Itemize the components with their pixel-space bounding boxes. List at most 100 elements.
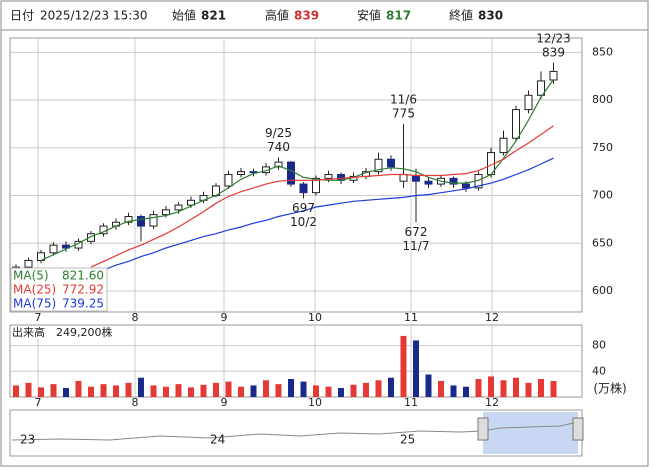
date-label: 日付 (10, 9, 34, 23)
candle-body (162, 209, 170, 216)
annotation-date: 12/23 (536, 31, 571, 45)
open-label: 始値 (172, 8, 196, 23)
volume-bar (438, 380, 444, 397)
candle-body (37, 252, 45, 261)
candle-body (549, 70, 558, 81)
high: 839 (294, 9, 319, 23)
candle-body (499, 137, 508, 154)
candle-body (62, 244, 70, 249)
volume-bar (488, 376, 494, 397)
y-tick-label: 650 (592, 236, 613, 249)
volume-panel (9, 324, 583, 398)
annotation-value: 697 (292, 201, 315, 215)
volume-bar (338, 388, 344, 397)
volume-unit: (万株) (593, 381, 626, 396)
volume-bar (325, 386, 332, 397)
navigator-handle[interactable] (572, 417, 584, 441)
candle-body (512, 109, 520, 139)
candle-body (149, 214, 158, 227)
candle-body (124, 216, 133, 223)
x-tick-label: 7 (35, 311, 42, 324)
volume-bar (125, 382, 132, 397)
price-panel (9, 37, 583, 313)
annotation-value: 839 (542, 45, 565, 59)
volume-bar (400, 335, 407, 397)
volume-bar (63, 388, 69, 397)
x-tick-label: 7 (35, 396, 42, 409)
x-tick-label: 12 (485, 311, 499, 324)
candle-body (237, 171, 245, 176)
legend-name: MA(75) (13, 297, 56, 311)
candle-body (249, 171, 258, 174)
volume-bar (413, 340, 419, 397)
annotation-value: 775 (392, 106, 415, 120)
candle-body (24, 259, 33, 268)
volume-bar (100, 384, 107, 397)
annotation-date: 10/2 (290, 215, 317, 229)
candle-body (174, 204, 183, 211)
navigator-window[interactable] (483, 412, 578, 454)
candle-body (187, 199, 195, 206)
volume-bar (425, 374, 432, 397)
candle-body (387, 158, 395, 168)
volume-bar (213, 382, 219, 397)
x-tick-label: 9 (221, 311, 228, 324)
volume-bar (238, 386, 244, 397)
ma-line (40, 79, 554, 261)
navigator-label: 25 (400, 433, 415, 447)
volume-bar (463, 386, 469, 397)
candle-body (87, 233, 95, 242)
legend-value: 739.25 (62, 297, 104, 311)
candle-body (537, 80, 545, 96)
y-tick-label: 850 (592, 45, 613, 58)
volume-bar (550, 380, 557, 397)
annotation-date: 9/25 (265, 126, 292, 140)
volume-bar (163, 386, 169, 397)
legend-value: 772.92 (62, 283, 104, 297)
annotation-date: 11/7 (403, 239, 430, 253)
candle-body (299, 183, 308, 194)
volume-bar (513, 377, 519, 397)
close: 830 (478, 9, 503, 23)
y-tick-label: 600 (592, 284, 613, 297)
candle-body (224, 174, 233, 187)
x-tick-label: 10 (308, 311, 322, 324)
volume-bar (38, 387, 44, 397)
legend-name: MA(5) (13, 269, 49, 283)
y-tick-label: 800 (592, 93, 613, 106)
volume-bar (350, 384, 357, 397)
volume-bar (88, 386, 94, 397)
candle-body (312, 177, 320, 194)
volume-bar (375, 380, 382, 397)
volume-bar (263, 380, 269, 397)
legend (10, 267, 108, 312)
volume-bar (75, 380, 82, 397)
volume-bar (175, 384, 182, 397)
volume-bar (188, 387, 194, 397)
low-label: 安値 (357, 8, 381, 23)
volume-bar (275, 384, 282, 397)
x-tick-label: 8 (132, 396, 139, 409)
legend-value: 821.60 (62, 269, 104, 283)
candle-body (324, 174, 333, 179)
annotation-value: 740 (267, 140, 290, 154)
ma-line (103, 157, 554, 271)
x-tick-label: 10 (308, 396, 322, 409)
volume-bar (288, 379, 294, 397)
x-tick-label: 12 (485, 396, 499, 409)
navigator-handle[interactable] (477, 417, 489, 441)
candle-body (399, 174, 408, 182)
volume-bar (388, 377, 394, 397)
close-label: 終値 (449, 8, 473, 23)
volume-bar (363, 382, 369, 397)
volume-bar (200, 384, 207, 397)
volume-bar (450, 385, 457, 397)
volume-bar (13, 385, 19, 397)
volume-bar (138, 377, 144, 397)
candle-body (412, 175, 420, 182)
candle-body (137, 216, 145, 227)
volume-bar (250, 385, 257, 397)
volume-bar (300, 381, 307, 397)
y-tick-label: 700 (592, 189, 613, 202)
